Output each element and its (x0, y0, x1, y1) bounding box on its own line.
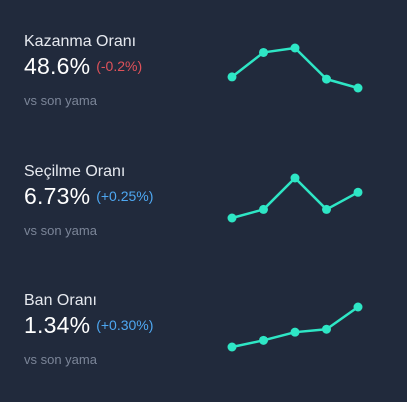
stat-value-row: 48.6% (-0.2%) (24, 53, 142, 80)
stat-value-row: 1.34% (+0.30%) (24, 312, 153, 339)
sparkline-point (259, 204, 268, 214)
stat-delta: (+0.25%) (96, 188, 154, 204)
sparkline-point (322, 324, 331, 334)
stat-value-row: 6.73% (+0.25%) (24, 183, 153, 210)
stat-label: Ban Oranı (24, 292, 97, 309)
sparkline-series (231, 305, 359, 349)
sparkline-point (353, 302, 363, 312)
stat-label: Seçilme Oranı (24, 163, 126, 180)
sparkline-series (231, 46, 359, 90)
stat-value: 1.34% (24, 312, 91, 338)
sparkline-point (353, 83, 363, 93)
stat-label: Kazanma Oranı (24, 33, 137, 50)
stat-pick-rate: Seçilme Oranı 6.73% (+0.25%) vs son yama (0, 163, 407, 273)
stat-subtitle: vs son yama (24, 223, 97, 238)
stat-delta: (+0.30%) (96, 317, 154, 333)
stat-subtitle: vs son yama (24, 93, 97, 108)
sparkline-point (290, 173, 300, 183)
sparkline-point (259, 335, 268, 345)
sparkline-point (227, 213, 237, 223)
stat-subtitle: vs son yama (24, 352, 97, 367)
sparkline-series (231, 176, 359, 220)
sparkline-point (259, 47, 268, 57)
sparkline-chart (227, 173, 363, 223)
sparkline-point (322, 74, 331, 84)
sparkline-chart (227, 43, 363, 93)
stat-ban-rate: Ban Oranı 1.34% (+0.30%) vs son yama (0, 292, 407, 402)
sparkline-point (353, 187, 363, 197)
stat-value: 6.73% (24, 183, 91, 209)
stat-delta: (-0.2%) (96, 58, 143, 74)
sparkline-chart (227, 302, 363, 352)
sparkline-point (322, 204, 331, 214)
sparkline-point (290, 43, 300, 53)
sparkline-point (227, 72, 237, 82)
sparkline-point (227, 342, 237, 352)
stat-value: 48.6% (24, 53, 91, 79)
stat-win-rate: Kazanma Oranı 48.6% (-0.2%) vs son yama (0, 33, 407, 143)
sparkline-point (290, 327, 300, 337)
